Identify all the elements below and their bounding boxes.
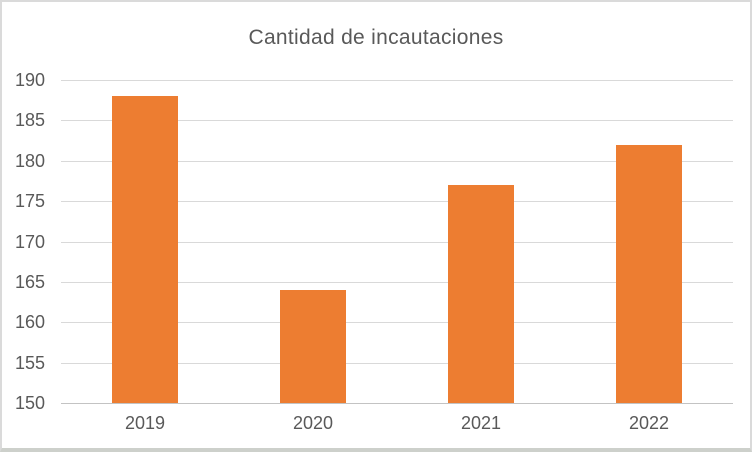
bar-2019 xyxy=(112,96,178,403)
x-axis-tick-label: 2021 xyxy=(460,413,502,433)
y-axis-tick-label: 150 xyxy=(14,393,45,413)
y-axis-tick-label: 155 xyxy=(14,353,45,373)
gridline xyxy=(61,322,733,323)
x-axis-tick-label: 2022 xyxy=(628,413,670,433)
y-axis-tick-label: 160 xyxy=(14,312,45,332)
chart-title: Cantidad de incautaciones xyxy=(248,26,504,49)
plot-area xyxy=(61,80,733,404)
y-axis-tick-label: 165 xyxy=(14,272,45,292)
bar-2022 xyxy=(616,145,682,403)
y-axis: 150 155 160 165 170 175 180 185 190 xyxy=(2,2,45,448)
gridline xyxy=(61,201,733,202)
y-axis-tick-label: 185 xyxy=(14,110,45,130)
bar-2021 xyxy=(448,185,514,403)
y-axis-tick-label: 190 xyxy=(14,70,45,90)
x-axis-tick-label: 2020 xyxy=(292,413,334,433)
bar-2020 xyxy=(280,290,346,403)
y-axis-tick-label: 175 xyxy=(14,191,45,211)
gridline xyxy=(61,120,733,121)
x-axis-tick-label: 2019 xyxy=(124,413,166,433)
y-axis-tick-label: 170 xyxy=(14,232,45,252)
gridline xyxy=(61,80,733,81)
gridline xyxy=(61,242,733,243)
y-axis-tick-label: 180 xyxy=(14,151,45,171)
gridline xyxy=(61,363,733,364)
gridline xyxy=(61,282,733,283)
gridline xyxy=(61,161,733,162)
